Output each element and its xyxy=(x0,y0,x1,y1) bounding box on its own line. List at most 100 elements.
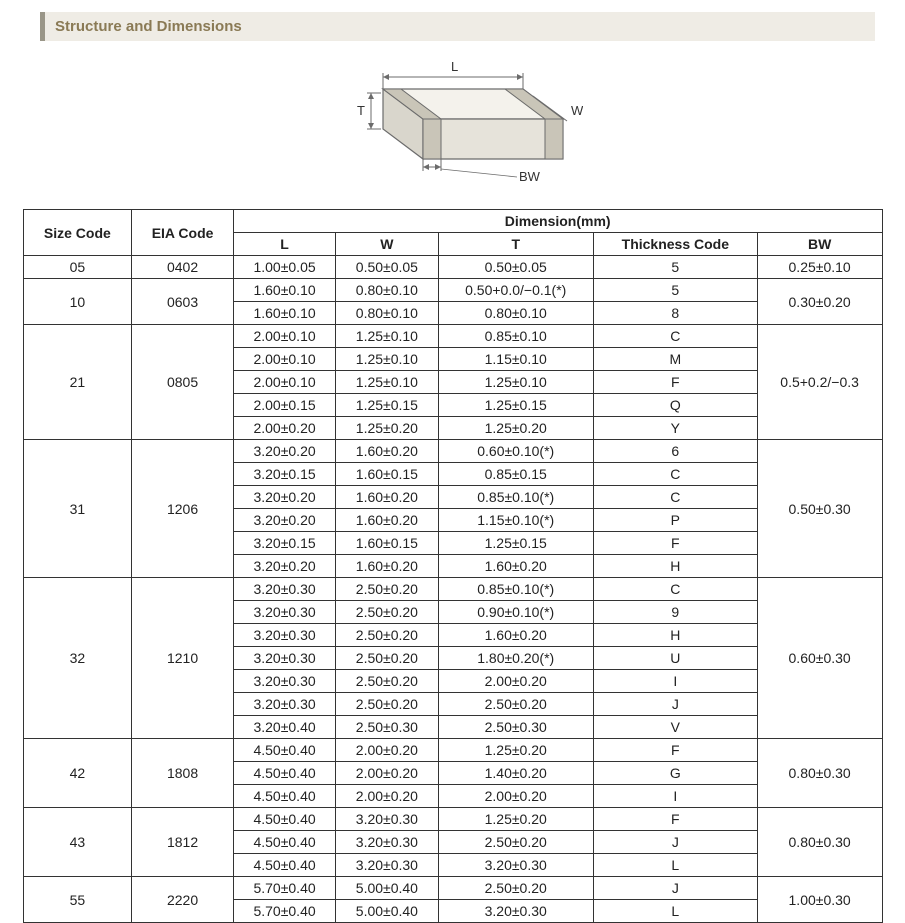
cell-bw: 0.30±0.20 xyxy=(757,279,882,325)
cell-W: 1.60±0.15 xyxy=(336,463,438,486)
dimensions-table: Size Code EIA Code Dimension(mm) L W T T… xyxy=(23,209,883,923)
cell-bw: 1.00±0.30 xyxy=(757,877,882,923)
cell-eia: 1210 xyxy=(132,578,234,739)
cell-T: 1.25±0.15 xyxy=(438,532,593,555)
cell-W: 2.00±0.20 xyxy=(336,762,438,785)
cell-W: 1.25±0.10 xyxy=(336,325,438,348)
cell-T: 3.20±0.30 xyxy=(438,900,593,923)
cell-L: 1.60±0.10 xyxy=(233,302,335,325)
cell-L: 3.20±0.30 xyxy=(233,601,335,624)
th-dim: Dimension(mm) xyxy=(233,210,882,233)
cell-L: 3.20±0.30 xyxy=(233,578,335,601)
cell-T: 1.40±0.20 xyxy=(438,762,593,785)
cell-W: 0.50±0.05 xyxy=(336,256,438,279)
cell-T: 2.00±0.20 xyxy=(438,670,593,693)
cell-size: 05 xyxy=(23,256,132,279)
cell-T: 1.15±0.10 xyxy=(438,348,593,371)
cell-T: 1.60±0.20 xyxy=(438,624,593,647)
cell-T: 2.50±0.30 xyxy=(438,716,593,739)
cell-code: C xyxy=(593,463,757,486)
cell-bw: 0.60±0.30 xyxy=(757,578,882,739)
cell-code: I xyxy=(593,670,757,693)
cell-code: C xyxy=(593,486,757,509)
table-row: 2108052.00±0.101.25±0.100.85±0.10C0.5+0.… xyxy=(23,325,882,348)
cell-T: 1.25±0.20 xyxy=(438,739,593,762)
cell-W: 2.50±0.20 xyxy=(336,693,438,716)
cell-code: C xyxy=(593,325,757,348)
label-L: L xyxy=(451,59,458,74)
cell-L: 3.20±0.20 xyxy=(233,509,335,532)
table-row: 5522205.70±0.405.00±0.402.50±0.20J1.00±0… xyxy=(23,877,882,900)
cell-code: H xyxy=(593,624,757,647)
cell-L: 5.70±0.40 xyxy=(233,900,335,923)
cell-L: 4.50±0.40 xyxy=(233,785,335,808)
cell-code: C xyxy=(593,578,757,601)
cell-code: F xyxy=(593,371,757,394)
cell-W: 5.00±0.40 xyxy=(336,900,438,923)
cell-eia: 0402 xyxy=(132,256,234,279)
cell-L: 3.20±0.20 xyxy=(233,486,335,509)
cell-code: 6 xyxy=(593,440,757,463)
th-T: T xyxy=(438,233,593,256)
cell-T: 2.50±0.20 xyxy=(438,693,593,716)
cell-code: Y xyxy=(593,417,757,440)
cell-L: 2.00±0.10 xyxy=(233,348,335,371)
cell-W: 2.50±0.30 xyxy=(336,716,438,739)
cell-W: 1.25±0.15 xyxy=(336,394,438,417)
cell-code: 5 xyxy=(593,279,757,302)
cell-L: 2.00±0.10 xyxy=(233,325,335,348)
cell-W: 3.20±0.30 xyxy=(336,808,438,831)
cell-T: 1.80±0.20(*) xyxy=(438,647,593,670)
cell-W: 1.25±0.20 xyxy=(336,417,438,440)
cell-code: G xyxy=(593,762,757,785)
cell-eia: 0603 xyxy=(132,279,234,325)
cell-L: 2.00±0.20 xyxy=(233,417,335,440)
cell-bw: 0.50±0.30 xyxy=(757,440,882,578)
band-front-right xyxy=(545,119,563,159)
cell-L: 3.20±0.20 xyxy=(233,440,335,463)
table-row: 4218084.50±0.402.00±0.201.25±0.20F0.80±0… xyxy=(23,739,882,762)
th-size: Size Code xyxy=(23,210,132,256)
cell-W: 2.50±0.20 xyxy=(336,624,438,647)
th-BW: BW xyxy=(757,233,882,256)
cell-eia: 2220 xyxy=(132,877,234,923)
cell-T: 0.50+0.0/−0.1(*) xyxy=(438,279,593,302)
cell-code: P xyxy=(593,509,757,532)
cell-L: 3.20±0.30 xyxy=(233,670,335,693)
cell-code: F xyxy=(593,739,757,762)
cell-code: V xyxy=(593,716,757,739)
cell-L: 2.00±0.15 xyxy=(233,394,335,417)
component-diagram: L W T BW xyxy=(0,49,905,197)
cell-L: 4.50±0.40 xyxy=(233,762,335,785)
cell-eia: 1812 xyxy=(132,808,234,877)
cell-code: J xyxy=(593,877,757,900)
cell-W: 0.80±0.10 xyxy=(336,302,438,325)
cell-size: 43 xyxy=(23,808,132,877)
cell-W: 1.60±0.20 xyxy=(336,440,438,463)
cell-size: 21 xyxy=(23,325,132,440)
cell-W: 2.50±0.20 xyxy=(336,670,438,693)
cell-T: 0.50±0.05 xyxy=(438,256,593,279)
cell-W: 1.60±0.20 xyxy=(336,509,438,532)
cell-L: 3.20±0.15 xyxy=(233,463,335,486)
label-W: W xyxy=(571,103,583,118)
cell-W: 3.20±0.30 xyxy=(336,854,438,877)
th-W: W xyxy=(336,233,438,256)
cell-code: J xyxy=(593,693,757,716)
th-L: L xyxy=(233,233,335,256)
cell-W: 1.25±0.10 xyxy=(336,348,438,371)
cell-code: H xyxy=(593,555,757,578)
section-title: Structure and Dimensions xyxy=(40,12,875,41)
cell-T: 0.85±0.10(*) xyxy=(438,578,593,601)
cell-code: J xyxy=(593,831,757,854)
cell-code: Q xyxy=(593,394,757,417)
cell-code: 8 xyxy=(593,302,757,325)
cell-code: L xyxy=(593,900,757,923)
cell-W: 1.60±0.15 xyxy=(336,532,438,555)
cell-L: 4.50±0.40 xyxy=(233,831,335,854)
th-thick: Thickness Code xyxy=(593,233,757,256)
cell-T: 0.90±0.10(*) xyxy=(438,601,593,624)
cell-W: 2.00±0.20 xyxy=(336,785,438,808)
cell-T: 1.25±0.10 xyxy=(438,371,593,394)
cell-code: L xyxy=(593,854,757,877)
